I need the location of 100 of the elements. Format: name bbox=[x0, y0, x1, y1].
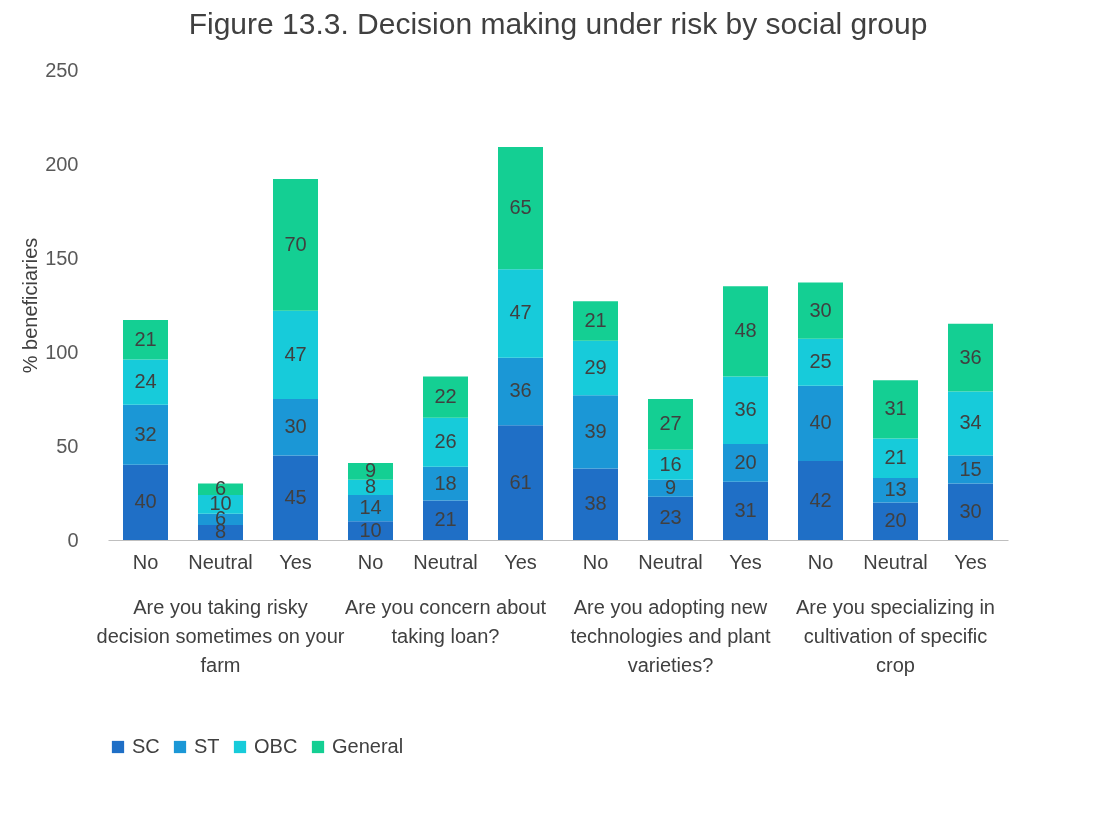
bar bbox=[273, 179, 318, 311]
bar bbox=[873, 380, 918, 439]
data-label: 29 bbox=[584, 355, 607, 378]
bar bbox=[123, 464, 168, 540]
data-label: 61 bbox=[509, 470, 532, 493]
x-tick-label: Neutral bbox=[863, 550, 928, 573]
data-label: 31 bbox=[734, 498, 757, 521]
y-tick-label: 0 bbox=[67, 528, 79, 551]
data-label: 30 bbox=[284, 415, 307, 438]
bar bbox=[423, 500, 468, 540]
data-label: 21 bbox=[884, 446, 907, 469]
data-label: 42 bbox=[809, 488, 832, 511]
data-label: 48 bbox=[734, 319, 757, 342]
x-tick-label: Yes bbox=[954, 550, 987, 573]
x-tick-label: Yes bbox=[504, 550, 537, 573]
data-label: 20 bbox=[884, 509, 907, 532]
data-label: 22 bbox=[434, 385, 457, 408]
data-label: 47 bbox=[509, 301, 532, 324]
x-tick-label: Neutral bbox=[638, 550, 703, 573]
data-label: 40 bbox=[809, 411, 832, 434]
text: Are you specializing in cultivation of specific crop bbox=[796, 596, 995, 676]
bar bbox=[273, 310, 318, 399]
bar bbox=[798, 282, 843, 339]
data-label: 9 bbox=[664, 476, 677, 499]
text: Are you taking risky decision sometimes on your farm bbox=[96, 596, 345, 676]
data-label: 39 bbox=[584, 419, 607, 442]
x-tick-label: No bbox=[132, 550, 159, 573]
data-label: 23 bbox=[659, 506, 682, 529]
bar bbox=[798, 461, 843, 540]
data-label: 13 bbox=[884, 478, 907, 501]
y-tick-label: 200 bbox=[45, 152, 79, 175]
text: Are you adopting new technologies and plant varieties? bbox=[570, 596, 772, 676]
bar bbox=[873, 502, 918, 540]
bar bbox=[948, 455, 993, 484]
bar bbox=[498, 357, 543, 426]
chart-title: Figure 13.3. Decision making under risk by social group bbox=[188, 7, 928, 40]
x-tick-label: No bbox=[357, 550, 384, 573]
data-label: 27 bbox=[659, 412, 682, 435]
data-label: 21 bbox=[434, 508, 457, 531]
bar bbox=[123, 404, 168, 465]
data-label: 24 bbox=[134, 370, 157, 393]
data-label: 40 bbox=[134, 490, 157, 513]
bar bbox=[498, 269, 543, 358]
bar bbox=[723, 286, 768, 377]
data-label: 36 bbox=[734, 398, 757, 421]
legend-label: OBC bbox=[254, 735, 298, 757]
data-label: 15 bbox=[959, 457, 982, 480]
data-label: 32 bbox=[134, 422, 157, 445]
bar bbox=[948, 483, 993, 540]
x-tick-label: Neutral bbox=[413, 550, 478, 573]
data-label: 47 bbox=[284, 342, 307, 365]
bar bbox=[273, 399, 318, 456]
bar bbox=[648, 496, 693, 540]
x-tick-label: Yes bbox=[729, 550, 762, 573]
data-label: 10 bbox=[359, 518, 382, 541]
legend-label: SC bbox=[132, 735, 160, 757]
data-label: 36 bbox=[959, 345, 982, 368]
y-tick-label: 50 bbox=[56, 434, 79, 457]
data-label: 14 bbox=[359, 496, 382, 519]
bar bbox=[573, 340, 618, 396]
bar bbox=[498, 425, 543, 540]
data-label: 21 bbox=[584, 308, 607, 331]
bar bbox=[723, 376, 768, 445]
data-label: 70 bbox=[284, 232, 307, 255]
data-label: 38 bbox=[584, 492, 607, 515]
x-tick-label: No bbox=[807, 550, 834, 573]
bar bbox=[798, 338, 843, 386]
bar bbox=[573, 468, 618, 540]
bar bbox=[873, 438, 918, 478]
data-label: 45 bbox=[284, 485, 307, 508]
bar bbox=[423, 376, 468, 418]
legend-label: ST bbox=[194, 735, 220, 757]
data-label: 20 bbox=[734, 450, 757, 473]
bar bbox=[273, 455, 318, 540]
x-tick-label: Neutral bbox=[188, 550, 253, 573]
bar bbox=[648, 399, 693, 450]
y-tick-label: 150 bbox=[45, 246, 79, 269]
bar bbox=[123, 359, 168, 405]
bar bbox=[723, 481, 768, 540]
bar bbox=[948, 391, 993, 456]
y-tick-label: 250 bbox=[45, 58, 79, 81]
x-tick-label: No bbox=[582, 550, 609, 573]
bar bbox=[423, 466, 468, 501]
bar bbox=[723, 444, 768, 482]
data-label: 26 bbox=[434, 430, 457, 453]
bar bbox=[948, 323, 993, 392]
legend-label: General bbox=[332, 735, 404, 757]
data-label: 16 bbox=[659, 452, 682, 475]
data-label: 30 bbox=[809, 298, 832, 321]
data-label: 36 bbox=[509, 379, 532, 402]
bar bbox=[498, 147, 543, 270]
bar bbox=[123, 320, 168, 360]
data-label: 31 bbox=[884, 397, 907, 420]
data-label: 34 bbox=[959, 411, 982, 434]
data-label: 25 bbox=[809, 350, 832, 373]
data-label: 18 bbox=[434, 471, 457, 494]
bar bbox=[798, 385, 843, 462]
x-tick-label: Yes bbox=[279, 550, 312, 573]
y-tick-label: 100 bbox=[45, 340, 79, 363]
data-label: 65 bbox=[509, 196, 532, 219]
